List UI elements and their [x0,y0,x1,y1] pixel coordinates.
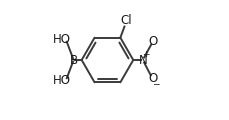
Text: B: B [70,54,78,66]
Text: O: O [149,35,158,48]
Text: +: + [142,50,150,59]
Text: N: N [139,54,148,66]
Text: Cl: Cl [120,14,132,27]
Text: HO: HO [53,33,71,46]
Text: O: O [148,72,158,85]
Text: HO: HO [53,74,71,87]
Text: −: − [152,79,160,88]
